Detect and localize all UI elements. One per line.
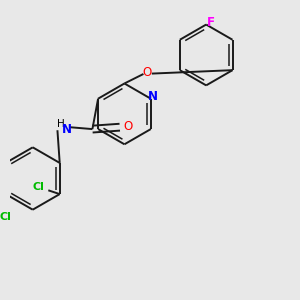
Text: O: O [124,120,133,133]
Text: Cl: Cl [33,182,45,192]
Text: O: O [142,66,152,79]
Text: F: F [207,16,215,29]
Text: Cl: Cl [0,212,12,222]
Text: H: H [57,119,65,129]
Text: N: N [62,123,72,136]
Text: N: N [148,89,158,103]
